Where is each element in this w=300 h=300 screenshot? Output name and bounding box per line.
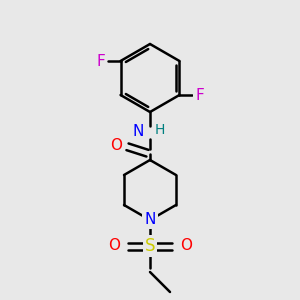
Text: H: H: [155, 123, 165, 137]
Text: O: O: [108, 238, 120, 253]
Text: N: N: [144, 212, 156, 227]
Text: F: F: [96, 53, 105, 68]
Text: O: O: [180, 238, 192, 253]
Text: S: S: [145, 237, 155, 255]
Text: N: N: [133, 124, 144, 140]
Text: F: F: [195, 88, 204, 103]
Text: O: O: [110, 139, 122, 154]
